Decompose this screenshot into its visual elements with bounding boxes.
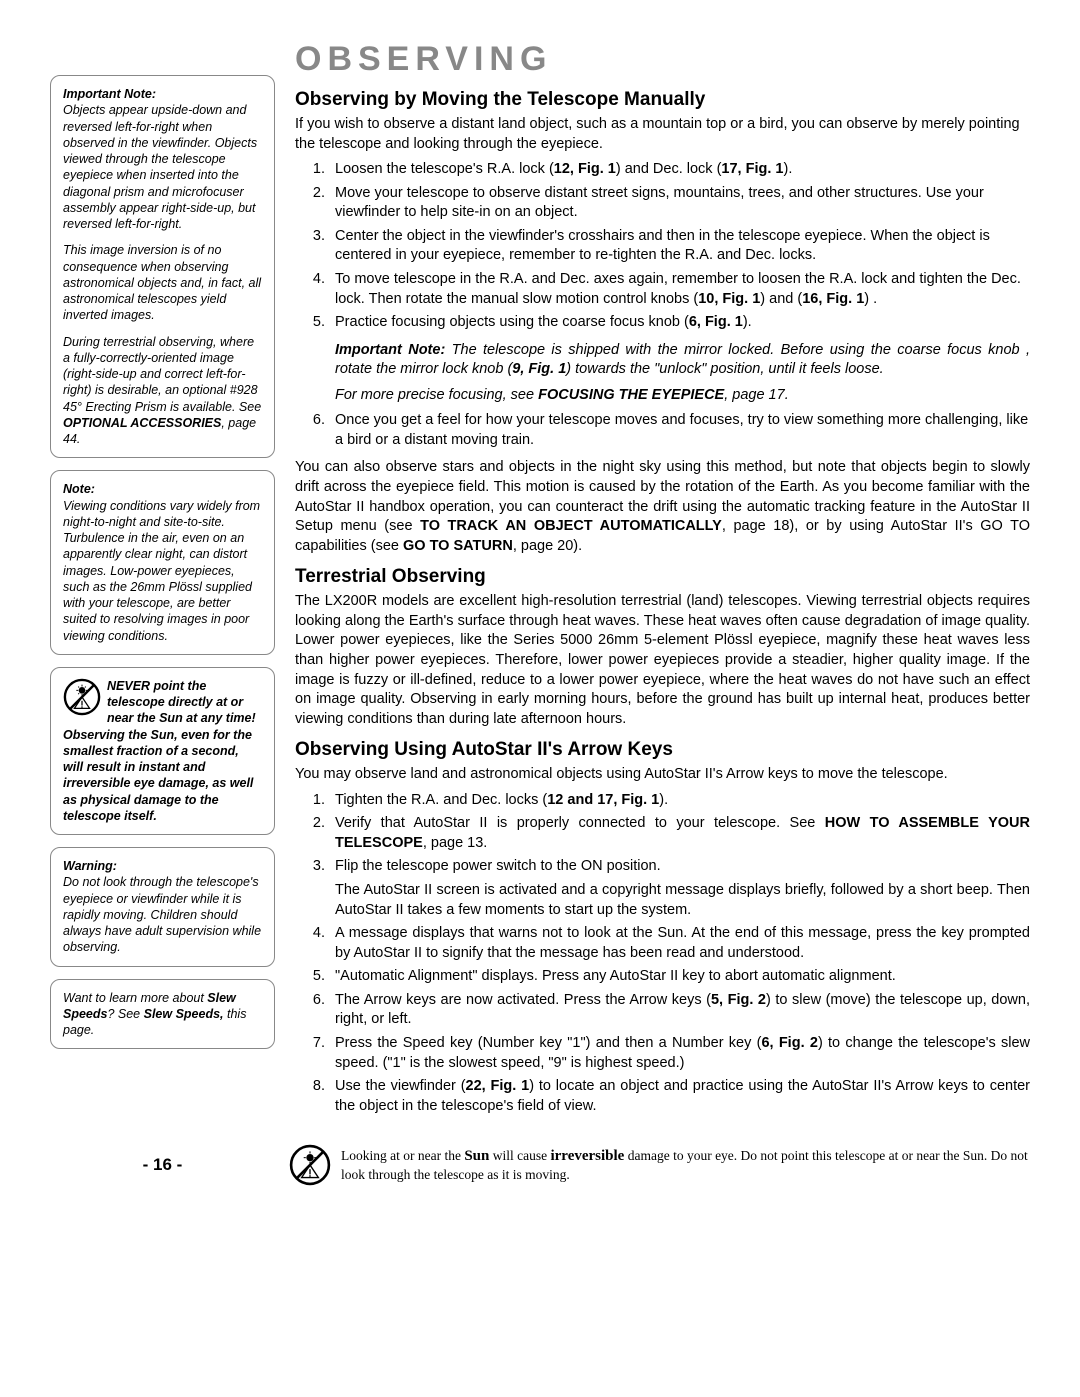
sun-warning-icon xyxy=(63,678,101,716)
intro-text: You may observe land and astronomical ob… xyxy=(295,765,1030,785)
sun-warning-icon xyxy=(289,1144,331,1186)
page-footer: - 16 - Looking at or near the Sun will c… xyxy=(50,1144,1030,1186)
note-text: During terrestrial observing, where a fu… xyxy=(63,334,262,448)
list-item: Move your telescope to observe distant s… xyxy=(329,184,1030,223)
list-item: A message displays that warns not to loo… xyxy=(329,924,1030,963)
page-title: OBSERVING xyxy=(295,40,1030,79)
list-item: Loosen the telescope's R.A. lock (12, Fi… xyxy=(329,160,1030,180)
list-item: Tighten the R.A. and Dec. locks (12 and … xyxy=(329,791,1030,811)
outro-text: You can also observe stars and objects i… xyxy=(295,458,1030,556)
note-text: Viewing conditions vary widely from nigh… xyxy=(63,499,260,643)
page-number: - 16 - xyxy=(50,1155,275,1175)
list-item: Flip the telescope power switch to the O… xyxy=(329,857,1030,920)
important-note-box: Important Note: Objects appear upside-do… xyxy=(50,75,275,458)
sun-warning-box: NEVER point the telescope directly at or… xyxy=(50,667,275,835)
list-item: Press the Speed key (Number key "1") and… xyxy=(329,1034,1030,1073)
sidebar: Important Note: Objects appear upside-do… xyxy=(50,40,275,1124)
list-item: Verify that AutoStar II is properly conn… xyxy=(329,814,1030,853)
important-note: Important Note: The telescope is shipped… xyxy=(335,341,1030,380)
list-item: The Arrow keys are now activated. Press … xyxy=(329,991,1030,1030)
list-item: Center the object in the viewfinder's cr… xyxy=(329,227,1030,266)
footer-warning-text: Looking at or near the Sun will cause ir… xyxy=(341,1147,1030,1184)
list-item: Practice focusing objects using the coar… xyxy=(329,313,1030,333)
list-item: To move telescope in the R.A. and Dec. a… xyxy=(329,270,1030,309)
section-heading: Terrestrial Observing xyxy=(295,566,1030,588)
body-text: The LX200R models are excellent high-res… xyxy=(295,592,1030,729)
footer-warning: Looking at or near the Sun will cause ir… xyxy=(289,1144,1030,1186)
procedure-list: Once you get a feel for how your telesco… xyxy=(295,411,1030,450)
slew-text: Want to learn more about Slew Speeds? Se… xyxy=(63,991,246,1038)
note-title: Important Note: xyxy=(63,86,262,102)
note-title: Note: xyxy=(63,481,262,497)
procedure-list: Tighten the R.A. and Dec. locks (12 and … xyxy=(295,791,1030,1116)
warning-text: Do not look through the telescope's eyep… xyxy=(63,875,261,954)
warning-box: Warning: Do not look through the telesco… xyxy=(50,847,275,967)
list-item: Use the viewfinder (22, Fig. 1) to locat… xyxy=(329,1077,1030,1116)
main-content: OBSERVING Observing by Moving the Telesc… xyxy=(295,40,1030,1124)
section-heading: Observing by Moving the Telescope Manual… xyxy=(295,89,1030,111)
section-heading: Observing Using AutoStar II's Arrow Keys xyxy=(295,739,1030,761)
list-subtext: The AutoStar II screen is activated and … xyxy=(335,881,1030,920)
procedure-list: Loosen the telescope's R.A. lock (12, Fi… xyxy=(295,160,1030,333)
note-text: This image inversion is of no consequenc… xyxy=(63,242,262,323)
note-text: Objects appear upside-down and reversed … xyxy=(63,103,257,231)
list-item: "Automatic Alignment" displays. Press an… xyxy=(329,967,1030,987)
list-item: Once you get a feel for how your telesco… xyxy=(329,411,1030,450)
focus-note: For more precise focusing, see FOCUSING … xyxy=(335,386,1030,406)
note-box: Note: Viewing conditions vary widely fro… xyxy=(50,470,275,655)
warning-title: Warning: xyxy=(63,858,262,874)
slew-note-box: Want to learn more about Slew Speeds? Se… xyxy=(50,979,275,1050)
intro-text: If you wish to observe a distant land ob… xyxy=(295,115,1030,154)
